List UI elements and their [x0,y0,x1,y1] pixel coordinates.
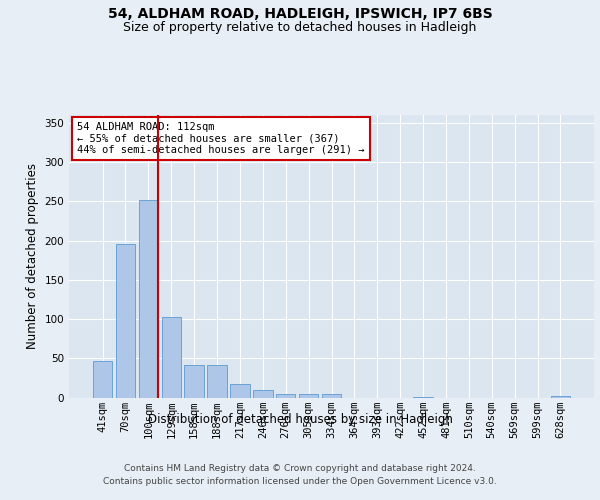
Y-axis label: Number of detached properties: Number of detached properties [26,163,39,350]
Bar [299,394,319,398]
Bar [161,318,181,398]
Bar [208,366,227,398]
Text: Contains public sector information licensed under the Open Government Licence v3: Contains public sector information licen… [103,478,497,486]
Text: Size of property relative to detached houses in Hadleigh: Size of property relative to detached ho… [124,22,476,35]
Bar [230,384,250,398]
Text: Contains HM Land Registry data © Crown copyright and database right 2024.: Contains HM Land Registry data © Crown c… [124,464,476,473]
Bar [116,244,135,398]
Bar [184,366,204,398]
Text: 54, ALDHAM ROAD, HADLEIGH, IPSWICH, IP7 6BS: 54, ALDHAM ROAD, HADLEIGH, IPSWICH, IP7 … [107,8,493,22]
Text: 54 ALDHAM ROAD: 112sqm
← 55% of detached houses are smaller (367)
44% of semi-de: 54 ALDHAM ROAD: 112sqm ← 55% of detached… [77,122,364,156]
Bar [276,394,295,398]
Bar [551,396,570,398]
Bar [413,396,433,398]
Bar [139,200,158,398]
Text: Distribution of detached houses by size in Hadleigh: Distribution of detached houses by size … [148,412,452,426]
Bar [253,390,272,398]
Bar [93,360,112,398]
Bar [322,394,341,398]
